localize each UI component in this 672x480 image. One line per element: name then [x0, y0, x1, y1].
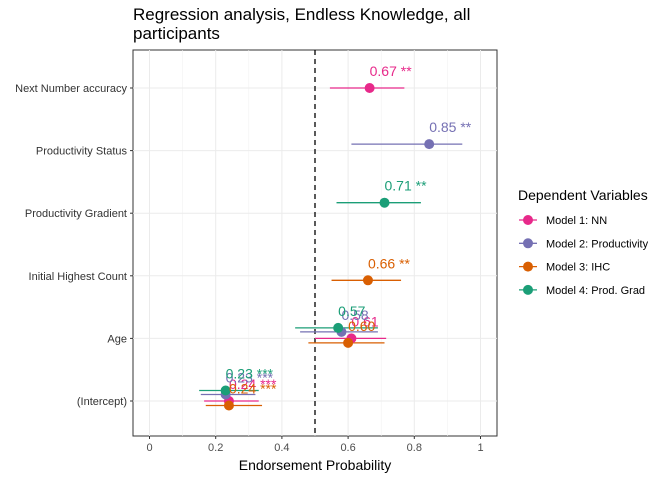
legend-key-point	[523, 238, 533, 249]
y-tick-label: Age	[107, 333, 127, 345]
data-label: 0.66 **	[368, 255, 411, 271]
x-tick-label: 0.6	[340, 442, 355, 454]
data-point	[223, 400, 234, 411]
chart-title-line-2: participants	[133, 24, 220, 43]
y-tick-label: Productivity Gradient	[25, 208, 127, 220]
data-label: 0.85 **	[429, 119, 472, 135]
legend-label: Model 2: Productivity	[546, 238, 649, 250]
data-point	[424, 139, 435, 150]
y-tick-label: (Intercept)	[77, 396, 127, 408]
data-label: 0.23 ***	[226, 366, 274, 382]
x-tick-label: 0	[146, 442, 152, 454]
x-axis-ticks: 0 0.2 0.4 0.6 0.8 1	[146, 436, 484, 454]
data-label: 0.58	[341, 307, 368, 323]
legend-key-point	[523, 215, 533, 225]
data-label: 0.67 **	[370, 63, 413, 79]
y-axis-ticks: Next Number accuracy Productivity Status P…	[15, 83, 133, 408]
data-labels: 0.67 **0.610.24 ***0.85 **0.580.23 ***0.…	[226, 63, 472, 397]
data-point	[364, 83, 375, 93]
legend-title: Dependent Variables	[518, 187, 648, 203]
legend-item: Model 3: IHC	[519, 261, 610, 274]
x-axis-title: Endorsement Probability	[239, 457, 392, 473]
x-tick-label: 0.2	[208, 442, 223, 454]
y-tick-label: Initial Highest Count	[29, 271, 127, 283]
legend-key-point	[523, 261, 533, 272]
data-point	[362, 275, 373, 286]
legend-label: Model 4: Prod. Grad	[546, 285, 645, 297]
legend-key-point	[523, 284, 533, 295]
data-label: 0.61	[351, 313, 378, 329]
data-label: 0.71 **	[385, 178, 428, 194]
chart-title: Regression analysis, Endless Knowledge, …	[133, 5, 470, 43]
legend: Dependent Variables Model 1: NN Model 2: …	[518, 187, 649, 297]
chart-title-line-1: Regression analysis, Endless Knowledge, …	[133, 5, 470, 24]
data-point	[333, 322, 344, 333]
x-tick-label: 1	[477, 442, 483, 454]
legend-item: Model 2: Productivity	[519, 238, 649, 250]
y-tick-label: Productivity Status	[36, 146, 128, 158]
data-label: 0.23 ***	[226, 370, 274, 386]
points	[220, 83, 435, 411]
legend-item: Model 1: NN	[519, 215, 607, 227]
grid	[133, 50, 497, 436]
x-tick-label: 0.4	[274, 442, 289, 454]
data-label: 0.24 ***	[229, 381, 277, 397]
data-point	[379, 197, 390, 208]
legend-label: Model 3: IHC	[546, 262, 610, 274]
legend-item: Model 4: Prod. Grad	[519, 284, 645, 297]
x-tick-label: 0.8	[407, 442, 422, 454]
y-tick-label: Next Number accuracy	[15, 83, 127, 95]
data-label: 0.57	[338, 303, 365, 319]
data-label: 0.60	[348, 318, 375, 334]
data-point	[220, 385, 231, 396]
legend-label: Model 1: NN	[546, 215, 607, 227]
data-label: 0.24 ***	[229, 376, 277, 392]
data-point	[343, 337, 354, 348]
